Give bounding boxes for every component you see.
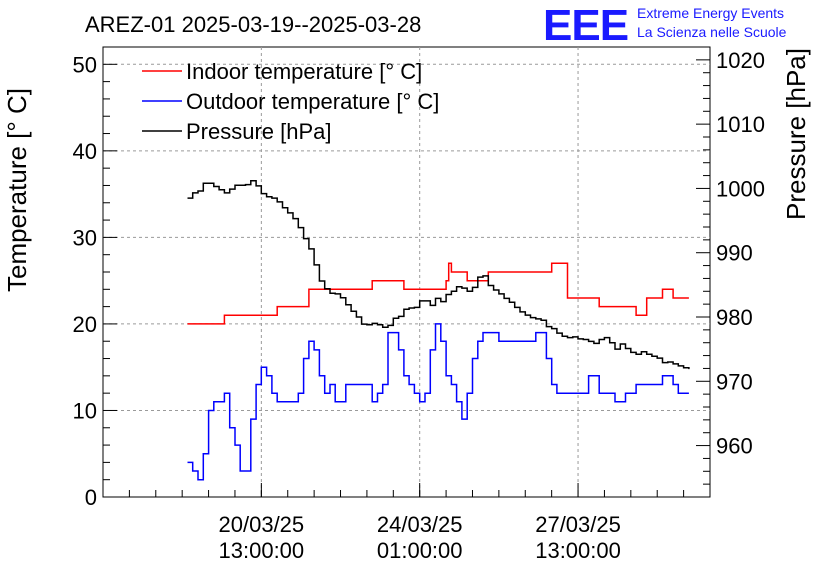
y-tick-label: 50: [73, 52, 97, 77]
legend-label-indoor: Indoor temperature [° C]: [186, 59, 422, 84]
legend-label-pressure: Pressure [hPa]: [186, 119, 332, 144]
y2-tick-label: 1010: [716, 112, 765, 137]
x-tick-label-date: 24/03/25: [377, 512, 463, 537]
x-tick-label-time: 13:00:00: [219, 538, 305, 563]
tick-labels: 0102030405096097098099010001010102020/03…: [73, 48, 765, 563]
y2-tick-label: 970: [716, 369, 753, 394]
x-tick-label-time: 01:00:00: [377, 538, 463, 563]
y-tick-label: 20: [73, 312, 97, 337]
logo-line1: Extreme Energy Events: [637, 5, 784, 21]
y2-tick-label: 1020: [716, 48, 765, 73]
chart-title: AREZ-01 2025-03-19--2025-03-28: [85, 12, 421, 37]
y-tick-label: 30: [73, 225, 97, 250]
eee-logo: EEE Extreme Energy Events La Scienza nel…: [543, 1, 787, 50]
series-line-outdoor: [187, 323, 689, 481]
plot-frame: [102, 46, 711, 498]
y2-tick-label: 990: [716, 241, 753, 266]
series-line-indoor: [187, 262, 689, 325]
y2-axis-title: Pressure [hPa]: [781, 48, 811, 220]
y2-tick-label: 960: [716, 434, 753, 459]
logo-line2: La Scienza nelle Scuole: [637, 24, 787, 40]
y-tick-label: 10: [73, 398, 97, 423]
series: [187, 179, 690, 481]
grid: [103, 47, 710, 497]
series-line-pressure: [187, 179, 690, 370]
y2-tick-label: 1000: [716, 176, 765, 201]
x-tick-label-time: 13:00:00: [535, 538, 621, 563]
y-tick-label: 0: [85, 485, 97, 510]
y-axis-title: Temperature [° C]: [2, 88, 32, 292]
x-tick-label-date: 20/03/25: [219, 512, 305, 537]
x-tick-label-date: 27/03/25: [535, 512, 621, 537]
logo-letters: EEE: [543, 1, 628, 50]
legend-label-outdoor: Outdoor temperature [° C]: [186, 89, 439, 114]
legend: Indoor temperature [° C] Outdoor tempera…: [142, 59, 439, 144]
y-tick-label: 40: [73, 139, 97, 164]
y2-tick-label: 980: [716, 305, 753, 330]
axis-ticks: [103, 59, 710, 498]
